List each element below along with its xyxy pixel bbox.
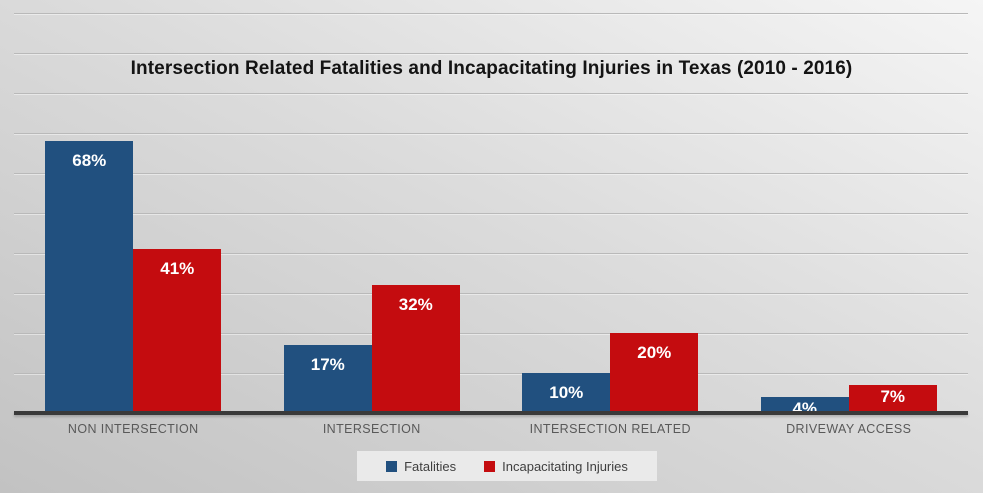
gridline-70 [14,133,968,134]
bar-value-label: 41% [160,259,195,278]
category-label-non-intersection: NON INTERSECTION [67,422,199,436]
bar-value-label: 10% [549,383,584,402]
bar-incapacitating-injuries-non-intersection: 41% [133,249,222,413]
gridline-10 [14,373,968,374]
bar-incapacitating-injuries-intersection: 32% [371,285,460,413]
legend-label-fatalities: Fatalities [404,458,457,474]
legend-label-incapacitating-injuries: Incapacitating Injuries [502,458,628,474]
gridline-50 [14,213,968,214]
legend-item-incapacitating-injuries: Incapacitating Injuries [484,459,628,474]
bar-value-label: 4% [792,399,818,418]
gridline-40 [14,253,968,254]
legend-item-fatalities: Fatalities [386,459,456,474]
bar-incapacitating-injuries-driveway-access: 7% [848,385,937,413]
gridline-100 [14,13,968,14]
legend: Fatalities Incapacitating Injuries [357,451,657,481]
gridline-20 [14,333,968,334]
bar-fatalities-intersection: 17% [283,345,372,413]
bar-value-label: 7% [880,387,906,406]
bar-fatalities-intersection-related: 10% [522,373,611,413]
bar-value-label: 68% [72,151,107,170]
gridline-60 [14,173,968,174]
bar-value-label: 17% [310,355,345,374]
bar-value-label: 32% [398,295,433,314]
x-axis-line [14,411,968,415]
gridline-80 [14,93,968,94]
gridline-30 [14,293,968,294]
bar-value-label: 20% [637,343,672,362]
bar-fatalities-non-intersection: 68% [45,141,134,413]
category-label-intersection: INTERSECTION [322,422,421,436]
legend-swatch-fatalities [386,460,398,472]
gridline-90 [14,53,968,54]
legend-swatch-incapacitating-injuries [484,460,496,472]
plot-area: 68% 41% 17% 32% 10% 20% 4% 7% [14,13,968,418]
chart-title: Intersection Related Fatalities and Inca… [130,58,853,79]
bar-incapacitating-injuries-intersection-related: 20% [610,333,699,413]
category-label-driveway-access: DRIVEWAY ACCESS [786,422,912,436]
category-label-intersection-related: INTERSECTION RELATED [529,422,691,436]
